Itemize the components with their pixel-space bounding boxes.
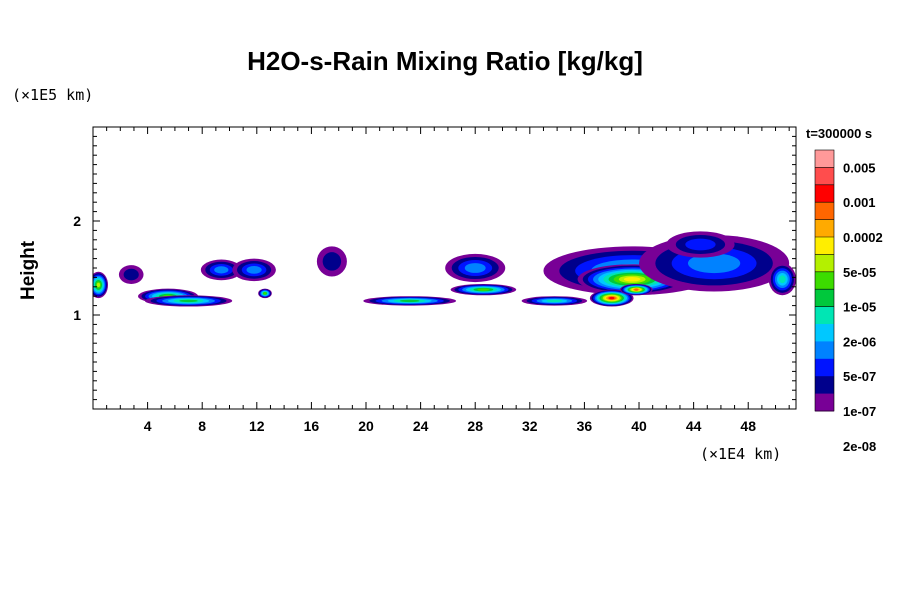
- contour-band: [623, 277, 641, 282]
- rain-cell: [450, 283, 517, 296]
- legend-swatch: [815, 184, 834, 203]
- legend-label: 0.001: [843, 195, 876, 210]
- rain-cell: [768, 263, 796, 296]
- contour-band: [179, 299, 198, 303]
- contour-band: [123, 268, 139, 281]
- legend-swatch: [815, 324, 834, 342]
- legend-label: 2e-06: [843, 334, 876, 349]
- legend-swatch: [815, 393, 834, 412]
- legend-swatch: [815, 167, 834, 186]
- legend-swatch: [815, 219, 834, 238]
- x-tick-label: 32: [522, 418, 538, 434]
- contour-band: [546, 299, 563, 303]
- legend-label: 2e-08: [843, 439, 876, 454]
- legend-swatch: [815, 271, 834, 290]
- legend-swatch: [815, 289, 834, 308]
- x-tick-label: 8: [198, 418, 206, 434]
- rain-cell: [445, 253, 506, 283]
- legend-swatch: [815, 237, 834, 255]
- legend-swatch: [815, 306, 834, 325]
- legend-frame: [814, 149, 835, 412]
- x-tick-label: 24: [413, 418, 429, 434]
- x-tick-label: 12: [249, 418, 265, 434]
- legend-label: 1e-07: [843, 404, 876, 419]
- x-tick-label: 20: [358, 418, 374, 434]
- legend-swatch: [815, 341, 834, 360]
- legend-swatch: [815, 358, 834, 377]
- x-tick-label: 36: [577, 418, 593, 434]
- x-axis: 4 8 12 16 20 24 28 32 36 40 44 48: [106, 127, 790, 434]
- x-tick-label: 40: [631, 418, 647, 434]
- legend-swatch: [815, 202, 834, 221]
- contour-band: [634, 288, 639, 291]
- contour-band: [464, 263, 486, 273]
- contour-band: [779, 275, 786, 284]
- legend-label: 0.0002: [843, 230, 883, 245]
- time-label: t=300000 s: [806, 126, 873, 141]
- contour-field: [93, 231, 796, 307]
- rain-cell: [232, 258, 276, 282]
- contour-band: [685, 238, 716, 251]
- rain-cell: [666, 231, 735, 258]
- legend-swatch: [815, 376, 834, 395]
- x-tick-label: 4: [144, 418, 152, 434]
- contour-band: [322, 252, 342, 271]
- y-tick-label: 1: [73, 307, 81, 323]
- rain-cell: [316, 246, 347, 277]
- contour-band: [214, 266, 229, 274]
- rain-cell: [521, 296, 588, 306]
- color-legend: 0.005 0.001 0.0002 5e-05 1e-05 2e-06 5e-07 1e-0…: [814, 149, 883, 454]
- legend-swatch: [815, 150, 834, 168]
- rain-cell: [363, 296, 457, 306]
- rain-cell: [118, 265, 144, 284]
- contour-band: [477, 288, 490, 291]
- rain-cell: [619, 283, 653, 296]
- y-axis: 12: [73, 135, 796, 401]
- rain-cell: [258, 288, 272, 299]
- contour-band: [96, 282, 101, 288]
- contour-band: [687, 253, 741, 274]
- x-tick-label: 48: [740, 418, 756, 434]
- contour-band: [399, 299, 420, 303]
- contour-band: [609, 296, 615, 300]
- legend-label: 1e-05: [843, 300, 876, 315]
- x-tick-label: 28: [467, 418, 483, 434]
- contour-band: [263, 292, 267, 295]
- legend-swatch: [815, 254, 834, 273]
- rain-cell: [589, 289, 634, 307]
- x-axis-unit: (×1E4 km): [700, 445, 782, 463]
- y-axis-unit: (×1E5 km): [12, 86, 94, 104]
- rain-cell: [144, 295, 233, 307]
- x-tick-label: 16: [304, 418, 320, 434]
- x-tick-label: 44: [686, 418, 702, 434]
- y-tick-label: 2: [73, 213, 81, 229]
- legend-label: 0.005: [843, 160, 876, 175]
- chart-title: H2O-s-Rain Mixing Ratio [kg/kg]: [247, 46, 643, 76]
- contour-band: [246, 265, 262, 274]
- rain-cell: [93, 271, 109, 299]
- legend-label: 5e-07: [843, 369, 876, 384]
- rain-cell: [200, 259, 242, 281]
- legend-label: 5e-05: [843, 265, 876, 280]
